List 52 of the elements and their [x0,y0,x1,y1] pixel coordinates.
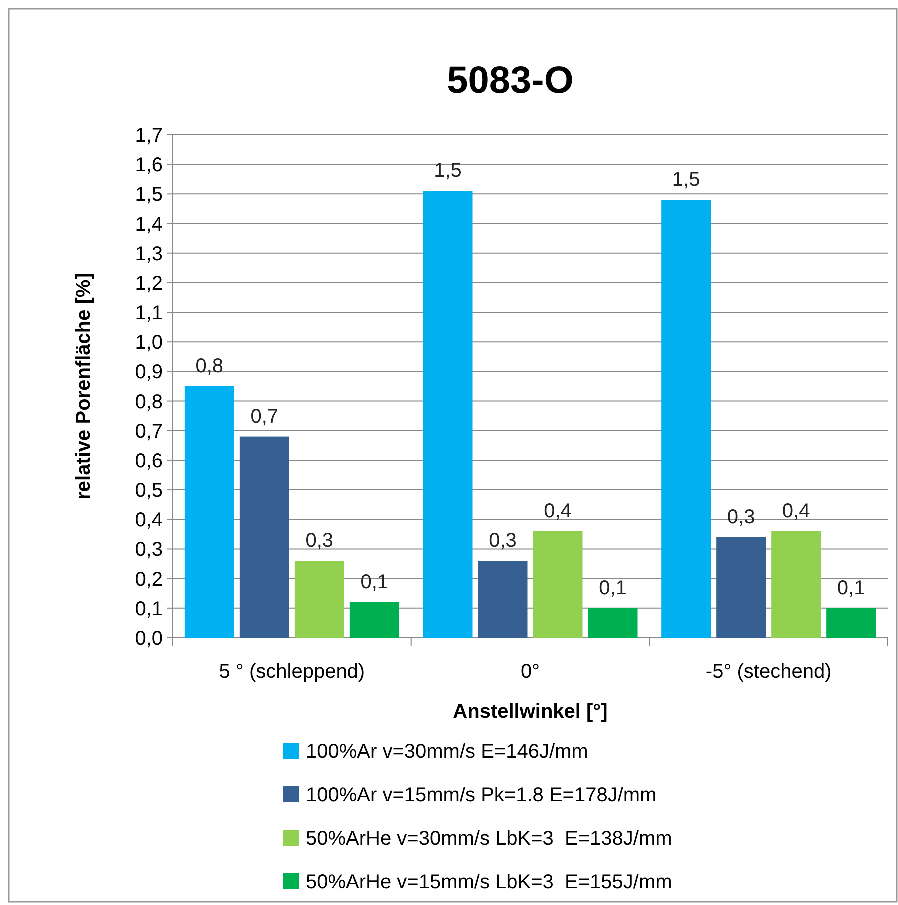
data-label: 0,4 [544,500,572,522]
x-tick-label: -5° (stechend) [706,661,832,683]
y-tick-label: 0,0 [135,628,163,650]
chart-title: 5083-O [447,60,574,102]
legend-label: 50%ArHe v=15mm/s LbK=3 E=155J/mm [306,872,672,894]
data-label: 0,3 [489,530,517,552]
y-tick-label: 1,0 [135,332,163,354]
y-tick-label: 0,3 [135,539,163,562]
legend-label: 100%Ar v=15mm/s Pk=1.8 E=178J/mm [306,784,657,806]
data-label: 0,8 [196,356,224,378]
y-tick-label: 1,2 [135,272,163,295]
data-label: 0,4 [782,500,810,522]
data-label: 0,1 [599,577,627,600]
data-label: 0,3 [306,530,334,552]
bar [478,561,528,638]
y-tick-label: 1,1 [135,302,163,325]
bar [662,200,712,638]
bar [184,386,234,638]
x-tick-label: 5 ° (schleppend) [219,661,366,683]
data-label: 0,3 [727,506,756,528]
data-label: 1,5 [672,169,700,192]
bar [350,602,400,638]
y-tick-label: 0,6 [135,450,163,472]
data-label: 0,1 [360,571,389,594]
legend-label: 100%Ar v=30mm/s E=146J/mm [306,741,588,763]
y-tick-label: 1,7 [135,125,163,147]
y-tick-label: 1,3 [135,243,163,266]
y-tick-label: 1,4 [135,214,163,236]
y-tick-label: 1,6 [135,154,163,177]
bar [533,531,583,638]
y-tick-label: 0,8 [135,391,163,414]
y-tick-label: 0,5 [135,480,163,502]
data-label: 0,1 [837,577,866,600]
x-axis-title: Anstellwinkel [°] [453,701,608,723]
bar [240,436,290,638]
bar [772,531,822,638]
y-tick-label: 0,7 [135,420,163,443]
y-tick-label: 0,1 [135,598,163,620]
data-label: 1,5 [434,160,462,182]
legend-label: 50%ArHe v=30mm/s LbK=3 E=138J/mm [306,828,672,850]
data-label: 0,7 [250,406,279,428]
bar [294,561,344,638]
bar [716,537,766,638]
bar [588,608,638,638]
bar [423,191,473,638]
y-tick-label: 0,4 [135,510,163,532]
y-axis-title: relative Porenfläche [%] [73,273,95,500]
y-tick-label: 0,9 [135,362,163,384]
x-tick-label: 0° [520,661,540,683]
bar [826,608,876,638]
y-tick-label: 1,5 [135,184,163,206]
y-tick-label: 0,2 [135,568,163,591]
